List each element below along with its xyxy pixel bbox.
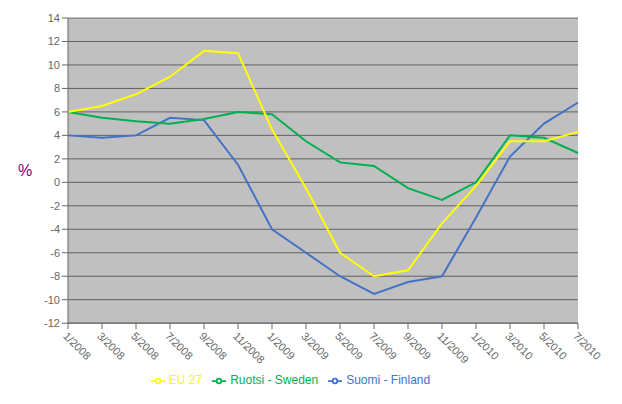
- svg-text:7/2009: 7/2009: [367, 330, 399, 362]
- svg-text:-4: -4: [50, 223, 60, 235]
- svg-text:3/2010: 3/2010: [503, 330, 535, 362]
- svg-text:5/2008: 5/2008: [129, 330, 161, 362]
- svg-text:-12: -12: [44, 317, 60, 329]
- svg-text:4: 4: [54, 129, 60, 141]
- svg-text:3/2008: 3/2008: [95, 330, 127, 362]
- svg-text:11/2008: 11/2008: [231, 330, 267, 366]
- html-text:EU 27: EU 27: [168, 373, 203, 388]
- svg-text:7/2010: 7/2010: [571, 330, 603, 362]
- svg-text:12: 12: [48, 35, 60, 47]
- svg-text:3/2009: 3/2009: [299, 330, 331, 362]
- svg-text:11/2009: 11/2009: [435, 330, 471, 366]
- svg-text:10: 10: [48, 59, 60, 71]
- html-text:Suomi - Finland: Suomi - Finland: [346, 373, 431, 388]
- svg-text:5/2009: 5/2009: [333, 330, 365, 362]
- svg-text:7/2008: 7/2008: [163, 330, 195, 362]
- svg-text:8: 8: [54, 82, 60, 94]
- svg-text:1/2010: 1/2010: [469, 330, 501, 362]
- svg-text:2: 2: [54, 153, 60, 165]
- svg-text:6: 6: [54, 106, 60, 118]
- svg-text:14: 14: [48, 12, 60, 24]
- svg-text:0: 0: [54, 176, 60, 188]
- svg-text:1/2008: 1/2008: [61, 330, 93, 362]
- svg-text:-6: -6: [50, 247, 60, 259]
- svg-text:9/2008: 9/2008: [197, 330, 229, 362]
- svg-text:-10: -10: [44, 294, 60, 306]
- svg-text:-8: -8: [50, 270, 60, 282]
- svg-text:1/2009: 1/2009: [265, 330, 297, 362]
- svg-text:%: %: [18, 162, 32, 179]
- html-text:Ruotsi - Sweden: Ruotsi - Sweden: [230, 373, 319, 388]
- svg-text:9/2009: 9/2009: [401, 330, 433, 362]
- svg-text:5/2010: 5/2010: [537, 330, 569, 362]
- svg-text:-2: -2: [50, 200, 60, 212]
